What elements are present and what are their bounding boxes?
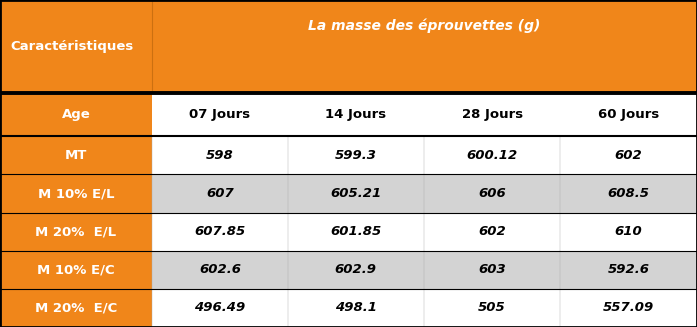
Text: 605.21: 605.21 xyxy=(330,187,381,200)
Bar xyxy=(0,175,152,213)
Bar xyxy=(0,93,152,136)
Text: La masse des éprouvettes (g): La masse des éprouvettes (g) xyxy=(308,19,541,33)
Text: 603: 603 xyxy=(478,263,506,276)
Bar xyxy=(560,213,697,251)
Bar xyxy=(0,0,697,93)
Bar xyxy=(424,213,560,251)
Text: 07 Jours: 07 Jours xyxy=(190,108,250,121)
Bar xyxy=(0,213,152,251)
Bar xyxy=(288,289,424,327)
Bar xyxy=(424,251,560,289)
Text: 498.1: 498.1 xyxy=(335,301,377,315)
Text: 600.12: 600.12 xyxy=(466,149,518,162)
Text: 602: 602 xyxy=(478,225,506,238)
Bar xyxy=(0,251,152,289)
Bar xyxy=(152,93,288,136)
Bar xyxy=(560,175,697,213)
Text: 607.85: 607.85 xyxy=(194,225,245,238)
Bar xyxy=(560,93,697,136)
Bar xyxy=(152,251,288,289)
Bar xyxy=(152,289,288,327)
Bar xyxy=(424,93,560,136)
Text: 608.5: 608.5 xyxy=(608,187,650,200)
Bar xyxy=(560,289,697,327)
Bar xyxy=(424,289,560,327)
Text: 505: 505 xyxy=(478,301,506,315)
Text: MT: MT xyxy=(65,149,87,162)
Bar xyxy=(288,175,424,213)
Text: 610: 610 xyxy=(615,225,643,238)
Bar xyxy=(560,136,697,175)
Text: 14 Jours: 14 Jours xyxy=(325,108,386,121)
Bar xyxy=(288,251,424,289)
Text: 601.85: 601.85 xyxy=(330,225,381,238)
Text: 599.3: 599.3 xyxy=(335,149,377,162)
Bar xyxy=(288,93,424,136)
Text: M 20%  E/L: M 20% E/L xyxy=(36,225,116,238)
Text: 602.9: 602.9 xyxy=(335,263,377,276)
Bar xyxy=(288,136,424,175)
Text: M 10% E/C: M 10% E/C xyxy=(37,263,115,276)
Bar xyxy=(0,136,152,175)
Text: 602.6: 602.6 xyxy=(199,263,241,276)
Text: 606: 606 xyxy=(478,187,506,200)
Bar xyxy=(424,175,560,213)
Text: 602: 602 xyxy=(615,149,643,162)
Bar xyxy=(0,289,152,327)
Text: 592.6: 592.6 xyxy=(608,263,650,276)
Bar xyxy=(152,175,288,213)
Text: Age: Age xyxy=(61,108,91,121)
Bar xyxy=(152,136,288,175)
Text: 60 Jours: 60 Jours xyxy=(598,108,659,121)
Text: 607: 607 xyxy=(206,187,233,200)
Text: 496.49: 496.49 xyxy=(194,301,245,315)
Text: 28 Jours: 28 Jours xyxy=(461,108,523,121)
Bar xyxy=(288,213,424,251)
Text: Caractéristiques: Caractéristiques xyxy=(10,40,134,53)
Bar xyxy=(424,136,560,175)
Text: M 10% E/L: M 10% E/L xyxy=(38,187,114,200)
Bar xyxy=(152,213,288,251)
Bar xyxy=(560,251,697,289)
Text: M 20%  E/C: M 20% E/C xyxy=(35,301,117,315)
Text: 598: 598 xyxy=(206,149,233,162)
Text: 557.09: 557.09 xyxy=(603,301,654,315)
